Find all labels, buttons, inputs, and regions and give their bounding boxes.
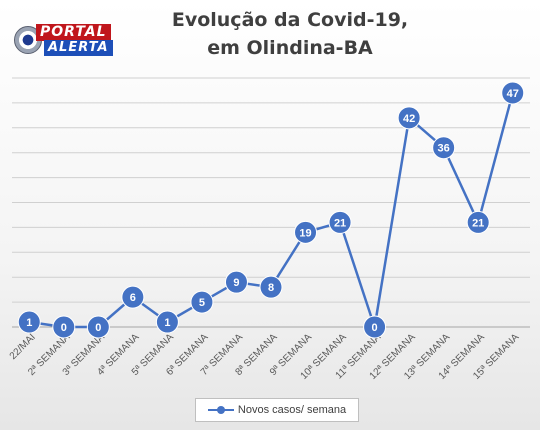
data-point [155, 310, 179, 334]
data-point [190, 290, 214, 314]
data-label: 8 [268, 282, 274, 294]
data-label: 0 [61, 322, 67, 334]
data-label: 47 [507, 88, 519, 100]
legend-series-label: Novos casos/ semana [237, 404, 347, 416]
data-point [328, 210, 352, 234]
data-label: 0 [95, 322, 101, 334]
data-label: 19 [299, 227, 311, 239]
data-label: 0 [372, 322, 378, 334]
data-point [121, 285, 145, 309]
data-label: 21 [334, 217, 346, 229]
data-point [363, 315, 387, 339]
data-point [466, 210, 490, 234]
data-label: 9 [233, 277, 239, 289]
logo-brand-line-2: ALERTA [44, 40, 113, 56]
chart-title-line-2: em Olindina-BA [207, 37, 373, 59]
chart-title: Evolução da Covid-19, em Olindina-BA [140, 6, 440, 62]
data-point [259, 275, 283, 299]
data-point [432, 136, 456, 160]
data-label: 42 [403, 113, 415, 125]
portal-alerta-logo: PORTAL ALERTA [14, 24, 118, 60]
data-label: 21 [472, 217, 484, 229]
data-point [86, 315, 110, 339]
data-point [17, 310, 41, 334]
data-point [397, 106, 421, 130]
logo-brand-line-1: PORTAL [36, 24, 111, 41]
data-label: 5 [199, 297, 205, 309]
chart-legend: Novos casos/ semana [195, 398, 359, 422]
data-label: 36 [438, 143, 450, 155]
data-point [224, 270, 248, 294]
legend-series-marker-icon [207, 405, 234, 415]
data-label: 6 [130, 292, 136, 304]
data-point [294, 220, 318, 244]
data-point [52, 315, 76, 339]
chart-title-line-1: Evolução da Covid-19, [171, 9, 409, 31]
data-point [501, 81, 525, 105]
data-label: 1 [26, 317, 32, 329]
x-tick-label: 22/MAI [8, 332, 38, 362]
data-label: 1 [164, 317, 170, 329]
